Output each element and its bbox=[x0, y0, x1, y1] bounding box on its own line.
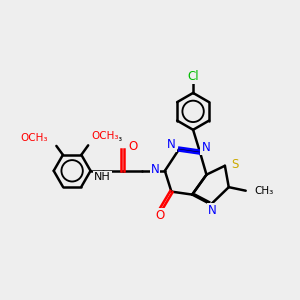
Text: Cl: Cl bbox=[187, 70, 199, 83]
Text: N: N bbox=[167, 138, 176, 151]
Text: NH: NH bbox=[94, 172, 111, 182]
Text: OCH₃: OCH₃ bbox=[20, 134, 47, 143]
Text: N: N bbox=[151, 163, 160, 176]
Text: O: O bbox=[155, 208, 164, 222]
Text: OCH₃: OCH₃ bbox=[91, 131, 119, 141]
Text: CH₃: CH₃ bbox=[254, 186, 273, 196]
Text: CH₃: CH₃ bbox=[104, 134, 123, 143]
Text: O: O bbox=[128, 140, 137, 153]
Text: N: N bbox=[201, 141, 210, 154]
Text: N: N bbox=[208, 204, 217, 217]
Text: O: O bbox=[91, 133, 100, 142]
Text: S: S bbox=[231, 158, 238, 171]
